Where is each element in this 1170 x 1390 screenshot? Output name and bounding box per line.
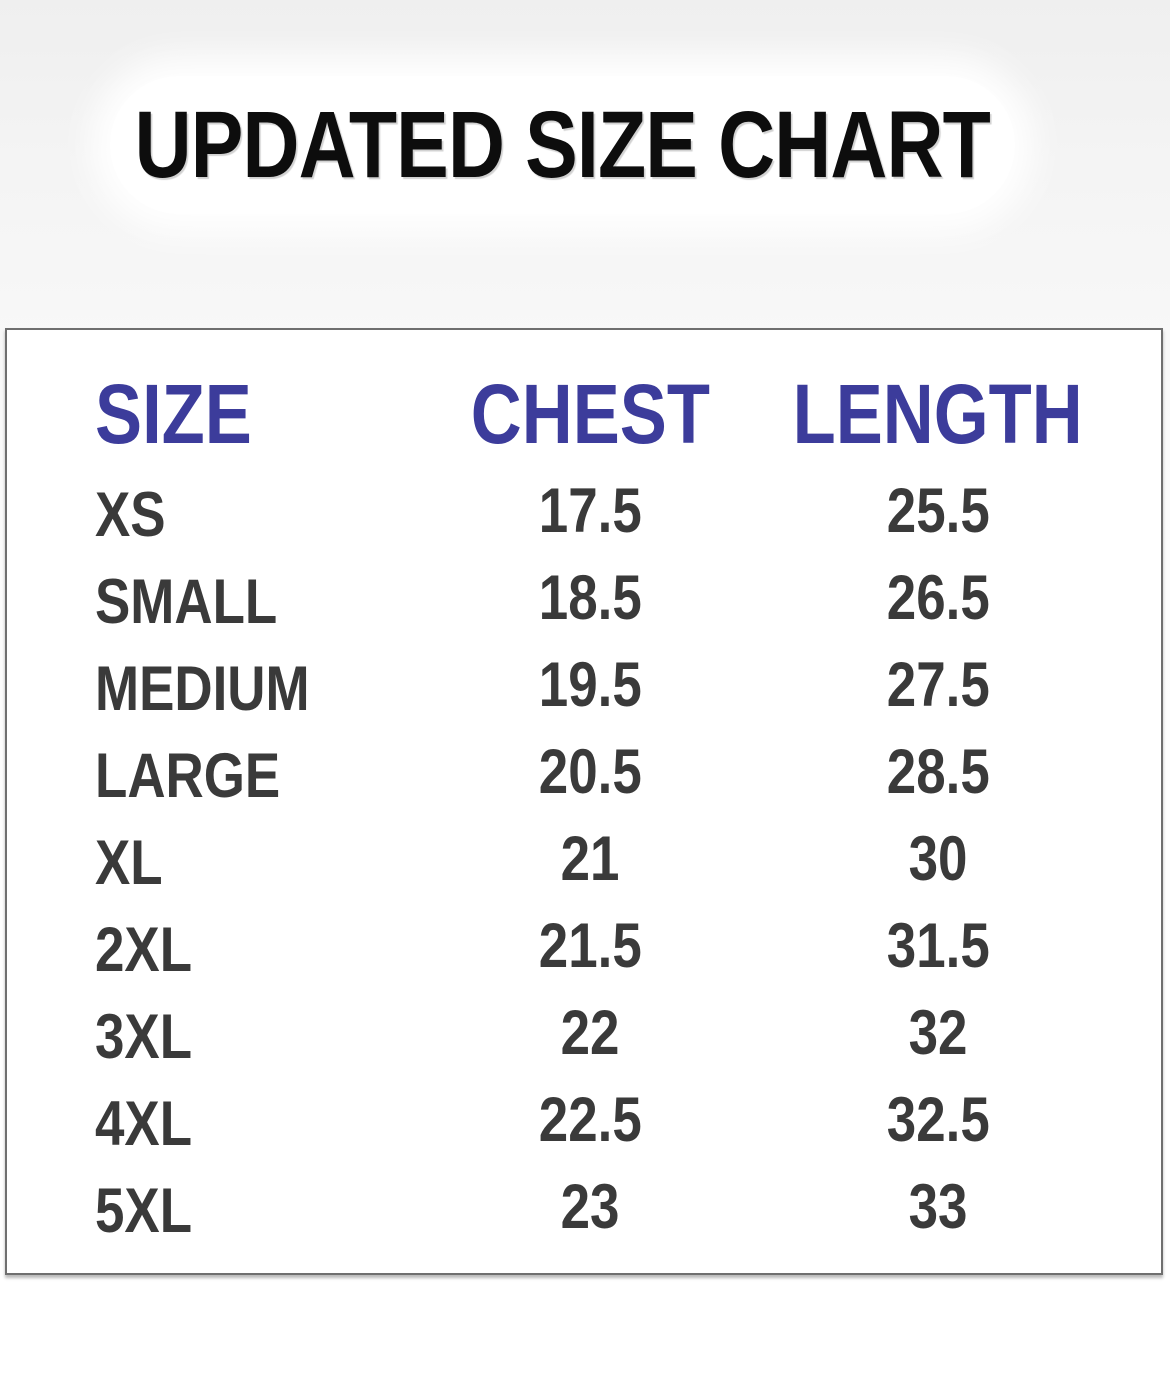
- table-row: 4XL 22.5 32.5: [95, 1081, 1121, 1168]
- column-header-size: SIZE: [95, 372, 425, 456]
- chest-value: 22.5: [538, 1085, 642, 1155]
- chest-cell: 21: [425, 828, 755, 891]
- chest-cell: 18.5: [425, 567, 755, 630]
- length-value: 32.5: [886, 1085, 990, 1155]
- title-banner: UPDATED SIZE CHART: [110, 76, 1015, 214]
- page-title: UPDATED SIZE CHART: [134, 91, 991, 198]
- size-value: 3XL: [95, 1002, 193, 1072]
- size-cell: MEDIUM: [95, 658, 425, 721]
- table-row: SMALL 18.5 26.5: [95, 559, 1121, 646]
- length-cell: 26.5: [755, 567, 1121, 630]
- chest-cell: 17.5: [425, 480, 755, 543]
- length-value: 30: [908, 824, 968, 894]
- size-value: XS: [95, 480, 166, 550]
- length-cell: 30: [755, 828, 1121, 891]
- size-value: 4XL: [95, 1089, 193, 1159]
- length-value: 33: [908, 1172, 968, 1242]
- table-row: XS 17.5 25.5: [95, 472, 1121, 559]
- chest-cell: 22.5: [425, 1089, 755, 1152]
- column-header-length: LENGTH: [755, 372, 1121, 456]
- chest-value: 22: [560, 998, 620, 1068]
- table-row: MEDIUM 19.5 27.5: [95, 646, 1121, 733]
- length-cell: 25.5: [755, 480, 1121, 543]
- table-row: 2XL 21.5 31.5: [95, 907, 1121, 994]
- size-cell: LARGE: [95, 745, 425, 808]
- chest-value: 17.5: [538, 476, 642, 546]
- length-cell: 32.5: [755, 1089, 1121, 1152]
- table-row: 5XL 23 33: [95, 1168, 1121, 1255]
- table-row: 3XL 22 32: [95, 994, 1121, 1081]
- chest-value: 19.5: [538, 650, 642, 720]
- size-cell: SMALL: [95, 571, 425, 634]
- size-table-header-row: SIZE CHEST LENGTH: [95, 372, 1121, 456]
- column-header-size-label: SIZE: [95, 367, 252, 461]
- column-header-chest: CHEST: [425, 372, 755, 456]
- table-row: LARGE 20.5 28.5: [95, 733, 1121, 820]
- chest-value: 20.5: [538, 737, 642, 807]
- chest-value: 21: [560, 824, 620, 894]
- size-cell: 4XL: [95, 1093, 425, 1156]
- size-value: 5XL: [95, 1176, 193, 1246]
- size-table-body: XS 17.5 25.5 SMALL 18.5 26.5 MEDIUM 19.5…: [95, 472, 1121, 1255]
- length-value: 31.5: [886, 911, 990, 981]
- length-value: 27.5: [886, 650, 990, 720]
- size-table: SIZE CHEST LENGTH XS 17.5 25.5 SMALL 18.…: [7, 330, 1161, 1255]
- chest-cell: 21.5: [425, 915, 755, 978]
- length-value: 25.5: [886, 476, 990, 546]
- size-value: LARGE: [95, 741, 281, 811]
- size-cell: 3XL: [95, 1006, 425, 1069]
- chest-cell: 23: [425, 1176, 755, 1239]
- chest-value: 21.5: [538, 911, 642, 981]
- length-cell: 33: [755, 1176, 1121, 1239]
- chest-cell: 20.5: [425, 741, 755, 804]
- size-value: 2XL: [95, 915, 193, 985]
- length-value: 26.5: [886, 563, 990, 633]
- size-cell: 2XL: [95, 919, 425, 982]
- size-value: MEDIUM: [95, 654, 310, 724]
- length-value: 32: [908, 998, 968, 1068]
- size-chart-card: SIZE CHEST LENGTH XS 17.5 25.5 SMALL 18.…: [5, 328, 1163, 1275]
- length-value: 28.5: [886, 737, 990, 807]
- size-cell: XS: [95, 484, 425, 547]
- size-cell: XL: [95, 832, 425, 895]
- length-cell: 27.5: [755, 654, 1121, 717]
- column-header-length-label: LENGTH: [792, 367, 1084, 461]
- chest-value: 18.5: [538, 563, 642, 633]
- column-header-chest-label: CHEST: [470, 367, 710, 461]
- chest-value: 23: [560, 1172, 620, 1242]
- chest-cell: 19.5: [425, 654, 755, 717]
- size-cell: 5XL: [95, 1180, 425, 1243]
- size-value: SMALL: [95, 567, 278, 637]
- table-row: XL 21 30: [95, 820, 1121, 907]
- length-cell: 31.5: [755, 915, 1121, 978]
- size-value: XL: [95, 828, 163, 898]
- length-cell: 28.5: [755, 741, 1121, 804]
- chest-cell: 22: [425, 1002, 755, 1065]
- length-cell: 32: [755, 1002, 1121, 1065]
